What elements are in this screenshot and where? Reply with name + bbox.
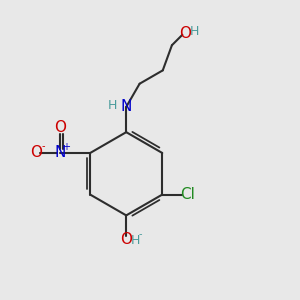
Text: O: O	[55, 120, 67, 135]
Text: -: -	[41, 141, 45, 152]
Text: H: H	[131, 234, 140, 247]
Text: N: N	[55, 146, 66, 160]
Text: -: -	[139, 229, 142, 239]
Text: N: N	[121, 99, 132, 114]
Text: O: O	[30, 146, 42, 160]
Text: +: +	[62, 142, 70, 152]
Text: O: O	[179, 26, 191, 41]
Text: H: H	[190, 25, 200, 38]
Text: O: O	[120, 232, 132, 247]
Text: H: H	[108, 99, 118, 112]
Text: Cl: Cl	[180, 187, 195, 202]
